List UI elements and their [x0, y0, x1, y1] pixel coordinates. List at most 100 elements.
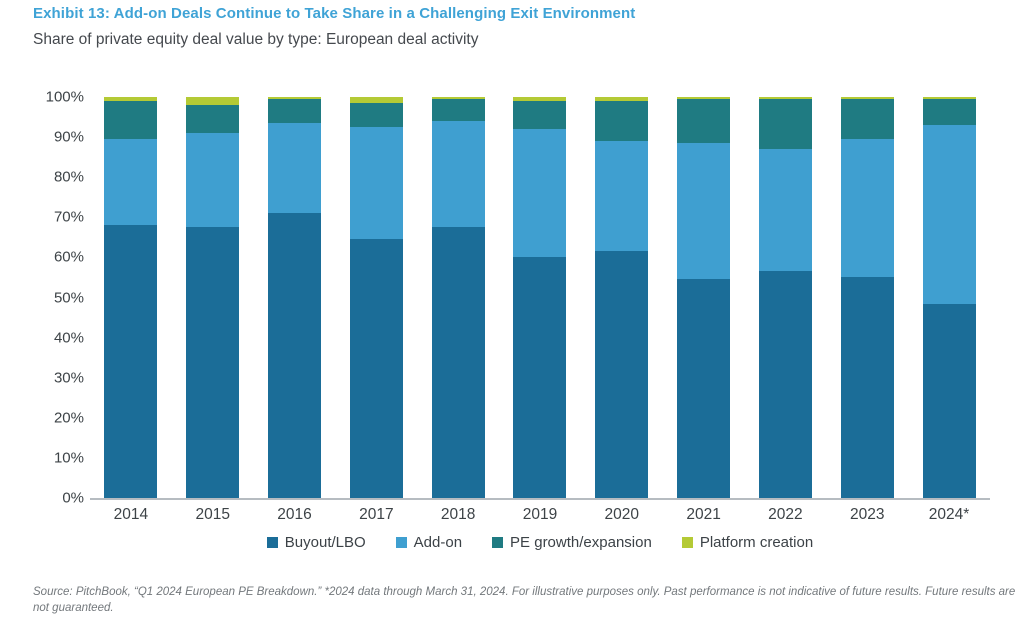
- bar-segment: [595, 101, 649, 142]
- stacked-bar-chart: [90, 97, 990, 500]
- bar-segment: [104, 225, 158, 498]
- bar-slot-2018: [417, 97, 499, 498]
- bar-segment: [677, 99, 731, 144]
- legend-label: Add-on: [413, 534, 463, 551]
- chart-subtitle: Share of private equity deal value by ty…: [33, 31, 479, 48]
- bar-slot-2021: [663, 97, 745, 498]
- y-axis-tick: 40%: [53, 329, 84, 347]
- source-note: Source: PitchBook, “Q1 2024 European PE …: [33, 586, 1016, 615]
- bar-segment: [349, 127, 403, 240]
- bar-segment: [758, 97, 812, 100]
- legend-label: Buyout/LBO: [284, 534, 366, 551]
- x-axis-label: 2024*: [928, 506, 970, 523]
- bar-segment: [186, 133, 240, 228]
- bar-segment: [431, 121, 485, 228]
- stacked-bar-2016: [268, 97, 322, 498]
- bar-segment: [431, 97, 485, 100]
- stacked-bar-2023: [840, 97, 894, 498]
- x-axis-label: 2016: [277, 506, 312, 523]
- x-axis-label: 2018: [440, 506, 476, 523]
- legend-item-buyout-lbo: Buyout/LBO: [266, 534, 366, 551]
- bar-segment: [186, 97, 240, 106]
- bar-segment: [186, 227, 240, 498]
- bar-slot-2016: [254, 97, 336, 498]
- x-axis-label: 2014: [113, 506, 149, 523]
- bar-slot-2024: [908, 97, 990, 498]
- bar-segment: [268, 123, 322, 214]
- y-axis-tick: 30%: [53, 369, 84, 387]
- bar-segment: [758, 99, 812, 150]
- bar-segment: [104, 97, 158, 102]
- bar-segment: [513, 97, 567, 102]
- bar-segment: [922, 99, 976, 126]
- legend-swatch-icon: [492, 537, 504, 548]
- chart-legend: Buyout/LBO Add-on PE growth/expansion Platf…: [90, 534, 990, 551]
- y-axis: 0% 10% 20% 30% 40% 50% 60% 70% 80% 90% 100%: [28, 89, 84, 507]
- y-axis-tick: 60%: [53, 248, 84, 266]
- bar-segment: [186, 105, 240, 134]
- bar-segment: [677, 143, 731, 280]
- bar-slot-2014: [90, 97, 172, 498]
- bar-segment: [758, 271, 812, 498]
- stacked-bar-2019: [513, 97, 567, 498]
- bar-segment: [513, 101, 567, 130]
- bar-segment: [349, 103, 403, 128]
- bar-segment: [840, 277, 894, 498]
- legend-item-pe-growth-expansion: PE growth/expansion: [492, 534, 652, 551]
- y-axis-tick: 80%: [53, 168, 84, 186]
- y-axis-tick: 10%: [53, 449, 84, 467]
- bar-segment: [104, 139, 158, 226]
- x-axis-label: 2023: [849, 506, 885, 523]
- bar-segment: [349, 97, 403, 104]
- bar-segment: [595, 141, 649, 252]
- legend-swatch-icon: [266, 537, 278, 548]
- y-axis-tick: 100%: [45, 88, 84, 106]
- stacked-bar-2018: [431, 97, 485, 498]
- bar-segment: [349, 239, 403, 498]
- bar-slot-2020: [581, 97, 663, 498]
- bar-segment: [595, 251, 649, 498]
- bar-segment: [840, 99, 894, 140]
- bar-slot-2019: [499, 97, 581, 498]
- y-axis-tick: 0%: [62, 489, 84, 507]
- bar-segment: [922, 125, 976, 304]
- legend-swatch-icon: [681, 537, 693, 548]
- legend-label: PE growth/expansion: [510, 534, 652, 551]
- y-axis-tick: 20%: [53, 409, 84, 427]
- bar-segment: [840, 139, 894, 278]
- x-axis-label: 2017: [359, 506, 394, 523]
- x-axis-label: 2022: [768, 506, 803, 523]
- bar-segment: [922, 97, 976, 100]
- x-axis-label: 2021: [686, 506, 721, 523]
- x-axis-label: 2019: [522, 506, 558, 523]
- stacked-bar-2014: [104, 97, 158, 498]
- bar-segment: [431, 227, 485, 498]
- stacked-bar-2022: [758, 97, 812, 498]
- bar-segment: [513, 257, 567, 498]
- stacked-bar-2017: [349, 97, 403, 498]
- legend-swatch-icon: [395, 537, 407, 548]
- bar-slot-2023: [826, 97, 908, 498]
- bars-area: [90, 97, 990, 498]
- bar-slot-2022: [745, 97, 827, 498]
- bar-segment: [595, 97, 649, 102]
- x-axis-label: 2020: [604, 506, 640, 523]
- y-axis-tick: 50%: [53, 289, 84, 306]
- bar-segment: [840, 97, 894, 100]
- y-axis-tick: 90%: [53, 128, 84, 146]
- bar-segment: [268, 97, 322, 100]
- exhibit-title: Exhibit 13: Add-on Deals Continue to Tak…: [33, 5, 636, 22]
- bar-segment: [268, 213, 322, 498]
- y-axis-tick: 70%: [53, 208, 84, 226]
- bar-segment: [677, 279, 731, 498]
- bar-segment: [513, 129, 567, 258]
- bar-segment: [104, 101, 158, 140]
- bar-segment: [431, 99, 485, 122]
- bar-slot-2017: [335, 97, 417, 498]
- bar-segment: [677, 97, 731, 100]
- bar-slot-2015: [172, 97, 254, 498]
- bar-segment: [268, 99, 322, 124]
- stacked-bar-2015: [186, 97, 240, 498]
- legend-label: Platform creation: [699, 534, 814, 551]
- stacked-bar-2024: [922, 97, 976, 498]
